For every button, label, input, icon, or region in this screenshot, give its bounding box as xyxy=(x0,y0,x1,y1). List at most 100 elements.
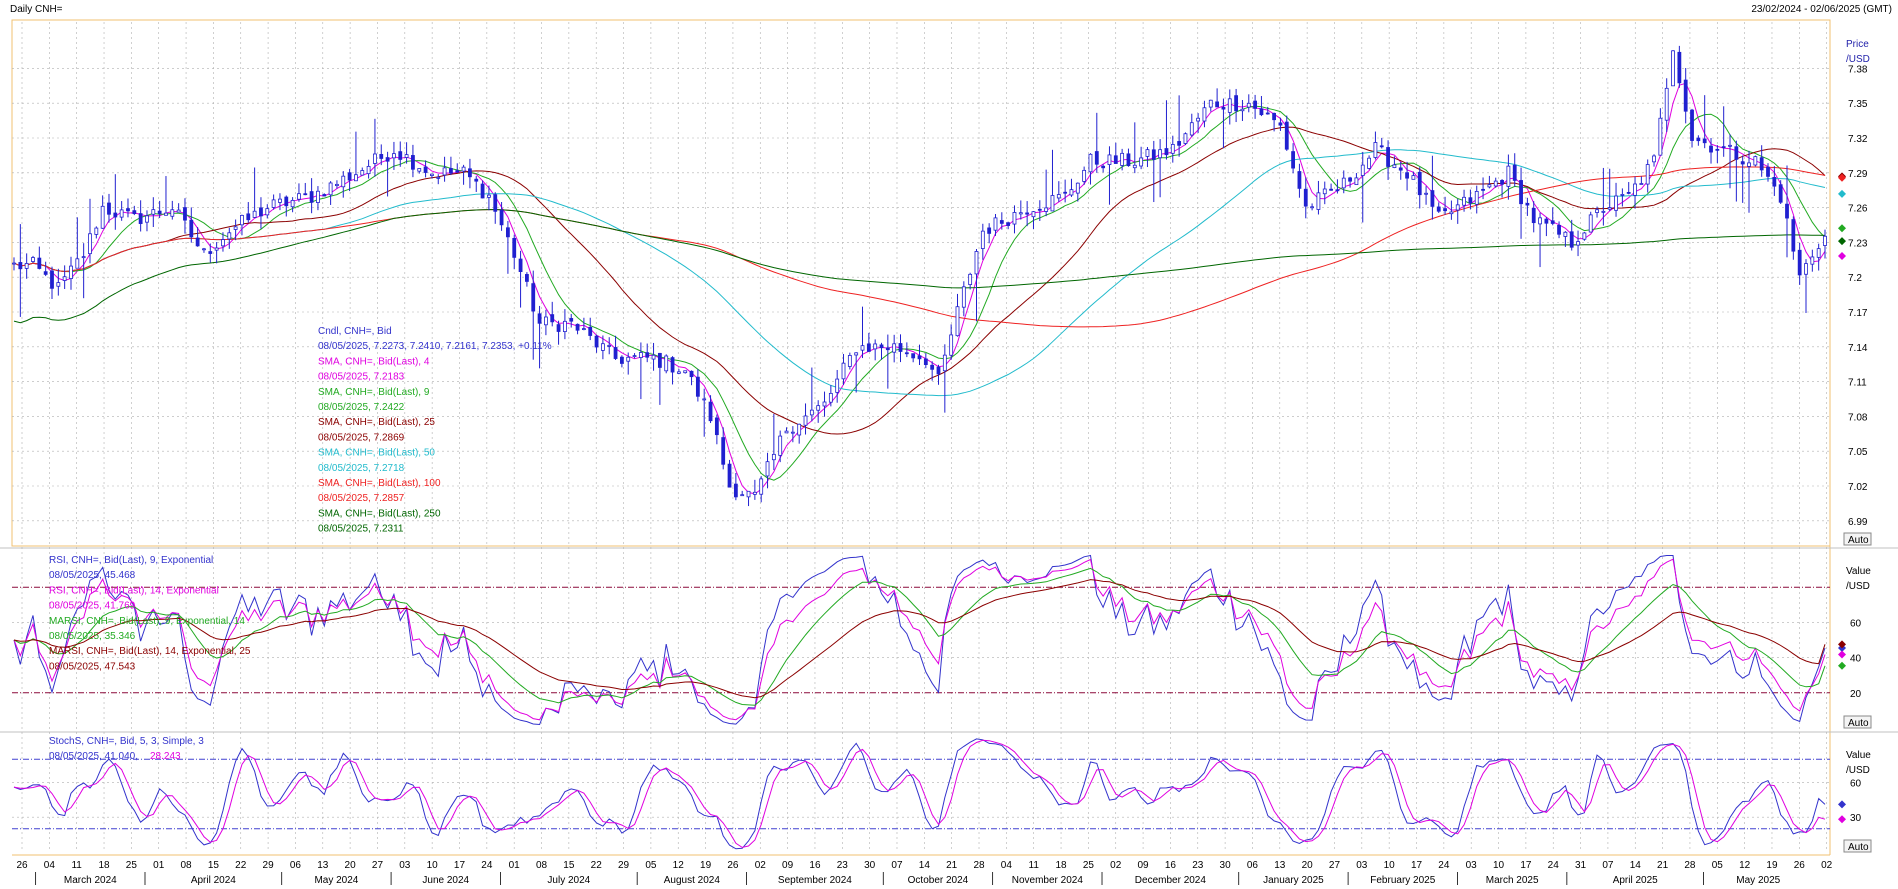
auto-button-rsi[interactable]: Auto xyxy=(1843,715,1872,729)
x-tick-label: 06 xyxy=(1247,860,1259,871)
candle xyxy=(1474,185,1479,214)
rsi-14-line-marker xyxy=(1838,650,1846,659)
x-tick-label: 24 xyxy=(1438,860,1450,871)
candle xyxy=(1360,151,1365,223)
candle xyxy=(1614,182,1618,217)
x-tick-label: 20 xyxy=(345,860,357,871)
candle xyxy=(1544,217,1549,237)
x-tick-label: 03 xyxy=(1356,860,1368,871)
x-tick-label: 16 xyxy=(1165,860,1177,871)
candle xyxy=(297,183,301,202)
candle xyxy=(1215,88,1220,108)
price-tick-label: 7.29 xyxy=(1848,169,1868,180)
candle xyxy=(1791,216,1796,260)
candle xyxy=(1493,177,1498,188)
candle xyxy=(1063,179,1068,203)
candle xyxy=(265,204,270,219)
candle xyxy=(645,343,650,363)
x-tick-label: 31 xyxy=(1575,860,1587,871)
x-tick-label: 09 xyxy=(782,860,794,871)
price-tick-label: 7.02 xyxy=(1848,482,1868,493)
candle xyxy=(1449,200,1454,220)
candle xyxy=(809,367,814,422)
candle xyxy=(797,423,802,444)
candle xyxy=(752,479,757,500)
x-tick-label: 24 xyxy=(481,860,493,871)
candle xyxy=(69,256,73,290)
candle xyxy=(1145,147,1150,168)
candle xyxy=(721,427,726,470)
candle xyxy=(879,342,884,360)
candle xyxy=(1056,181,1061,202)
candle xyxy=(75,217,80,269)
candle xyxy=(1500,179,1504,198)
candle xyxy=(885,334,890,389)
rsi-legend-line: RSI, CNH=, Bid(Last), 14, Exponential xyxy=(49,585,219,596)
price-legend-line: 08/05/2025, 7.2183 xyxy=(318,372,405,383)
candle xyxy=(18,224,23,317)
candle xyxy=(923,353,928,369)
x-tick-label: 07 xyxy=(891,860,903,871)
candle xyxy=(1291,143,1295,174)
candle xyxy=(1557,221,1561,239)
x-tick-label: 03 xyxy=(1466,860,1478,871)
x-tick-label: 17 xyxy=(454,860,466,871)
price-tick-label: 7.26 xyxy=(1848,204,1868,215)
candle xyxy=(581,317,586,331)
auto-button-price[interactable]: Auto xyxy=(1843,532,1872,546)
stoch-legend-line: 08/05/2025, 41.040, xyxy=(49,751,138,762)
x-tick-label: 10 xyxy=(1493,860,1505,871)
auto-button-stoch[interactable]: Auto xyxy=(1843,839,1872,853)
candle xyxy=(449,156,453,176)
candle xyxy=(284,195,289,217)
candle xyxy=(360,167,365,176)
price-legend-line: 08/05/2025, 7.2718 xyxy=(318,463,405,474)
marsi-9-line-marker xyxy=(1838,661,1846,670)
month-label: April 2024 xyxy=(191,875,236,886)
candle xyxy=(398,141,403,167)
candle xyxy=(955,293,960,337)
x-tick-label: 27 xyxy=(1329,860,1341,871)
candle xyxy=(24,253,29,279)
price-unit-top: Price xyxy=(1846,39,1869,50)
candle xyxy=(278,193,282,211)
price-legend-line: SMA, CNH=, Bid(Last), 100 xyxy=(318,478,441,489)
x-tick-label: 27 xyxy=(372,860,384,871)
candle xyxy=(575,323,580,335)
candle xyxy=(1259,96,1264,117)
x-tick-label: 08 xyxy=(536,860,548,871)
x-tick-label: 18 xyxy=(1055,860,1067,871)
x-tick-label: 22 xyxy=(591,860,603,871)
candle xyxy=(765,452,770,489)
sma-250-marker xyxy=(1838,237,1846,246)
candle xyxy=(835,369,840,403)
candle xyxy=(1468,189,1473,210)
marsi-9-line xyxy=(13,567,1826,706)
x-tick-label: 26 xyxy=(16,860,28,871)
candle xyxy=(208,243,213,263)
candle xyxy=(1310,203,1314,211)
candle xyxy=(1246,94,1251,113)
x-tick-label: 15 xyxy=(208,860,220,871)
candle xyxy=(290,197,295,213)
candle xyxy=(417,168,422,174)
candle xyxy=(1772,166,1777,196)
candle xyxy=(619,355,624,368)
price-tick-label: 7.38 xyxy=(1848,64,1868,75)
candle xyxy=(1595,206,1599,218)
candle xyxy=(214,242,219,264)
candle xyxy=(1740,155,1745,203)
candle xyxy=(480,180,485,199)
candle xyxy=(385,151,390,197)
x-tick-label: 14 xyxy=(919,860,931,871)
price-tick-label: 7.11 xyxy=(1848,378,1867,389)
candle xyxy=(949,324,954,360)
x-tick-label: 04 xyxy=(1001,860,1013,871)
stoch-d-line xyxy=(13,739,1826,848)
rsi-legend-line: 08/05/2025, 35.346 xyxy=(49,631,136,642)
x-tick-label: 13 xyxy=(1274,860,1286,871)
svg-text:Auto: Auto xyxy=(1848,535,1869,546)
candle xyxy=(94,226,99,239)
